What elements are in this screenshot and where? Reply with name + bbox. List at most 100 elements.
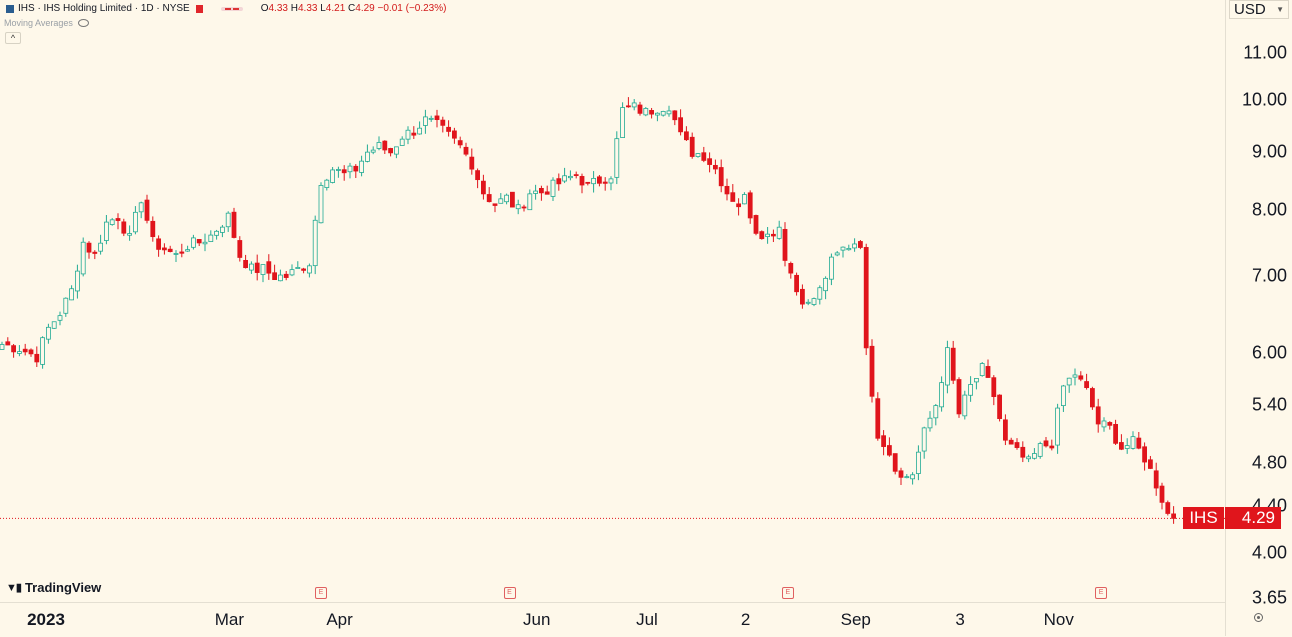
buy-sell-toggle[interactable] bbox=[220, 6, 243, 11]
candle-body bbox=[805, 301, 811, 304]
candle-body bbox=[1153, 470, 1159, 489]
price-axis[interactable]: 11.00 10.00 9.00 8.00 7.00 6.00 5.40 4.80 4.40 4.… bbox=[1225, 0, 1292, 636]
candle-body bbox=[1130, 436, 1136, 449]
collapse-legend-button[interactable]: ^ bbox=[5, 32, 21, 44]
candle-body bbox=[718, 167, 724, 187]
candle-body bbox=[243, 259, 249, 269]
candle-body bbox=[626, 105, 631, 108]
time-tick-label: 3 bbox=[955, 610, 965, 629]
candle-body bbox=[266, 261, 272, 274]
candle-body bbox=[492, 203, 498, 206]
change-value: −0.01 (−0.23%) bbox=[377, 3, 447, 14]
candle-body bbox=[1020, 446, 1026, 458]
time-axis[interactable]: 2023 Mar Apr Jun Jul 2 Sep 3 Nov bbox=[0, 602, 1225, 637]
candle-body bbox=[225, 212, 231, 228]
legend-title[interactable]: IHS · IHS Holding Limited · 1D · NYSE bbox=[18, 3, 190, 14]
earnings-icon[interactable]: E bbox=[315, 587, 327, 599]
candle-body bbox=[1124, 445, 1130, 449]
price-tick-label: 10.00 bbox=[1241, 89, 1287, 110]
price-tick-label: 5.40 bbox=[1251, 394, 1287, 415]
tradingview-logo[interactable]: ▼▮ TradingView bbox=[6, 580, 101, 595]
candle-body bbox=[898, 470, 904, 478]
candle-body bbox=[167, 248, 173, 252]
candle-body bbox=[156, 238, 162, 250]
low-value: 4.21 bbox=[325, 3, 346, 14]
candle-body bbox=[591, 177, 596, 185]
time-tick-label: Apr bbox=[326, 610, 353, 629]
candle-body bbox=[533, 190, 538, 194]
candle-body bbox=[63, 297, 69, 314]
candle-body bbox=[794, 274, 799, 293]
candle-body bbox=[1171, 513, 1176, 519]
candle-body bbox=[399, 138, 405, 146]
currency-selector[interactable]: USD ▼ bbox=[1229, 0, 1289, 19]
candle-body bbox=[1014, 442, 1020, 448]
candle-body bbox=[556, 178, 562, 185]
candle-body bbox=[388, 148, 394, 154]
indicator-row[interactable]: Moving Averages bbox=[4, 18, 89, 28]
flag-icon[interactable] bbox=[195, 4, 203, 13]
candle-body bbox=[655, 112, 660, 116]
candle-body bbox=[649, 110, 654, 115]
candle-body bbox=[196, 239, 202, 244]
candle-body bbox=[330, 169, 336, 183]
high-label: H bbox=[290, 3, 298, 14]
candle-body bbox=[260, 264, 266, 275]
candle-body bbox=[1113, 424, 1118, 444]
candle-body bbox=[997, 394, 1002, 419]
candle-body bbox=[1119, 442, 1124, 450]
candle-body bbox=[1142, 446, 1147, 463]
candle-body bbox=[776, 226, 782, 239]
moving-averages-label[interactable]: Moving Averages bbox=[4, 18, 73, 28]
candle-body bbox=[202, 241, 208, 245]
candle-body bbox=[608, 178, 614, 184]
candle-body bbox=[678, 117, 683, 133]
candle-body bbox=[707, 158, 712, 165]
candle-body bbox=[956, 379, 962, 415]
candle-body bbox=[823, 277, 828, 292]
chevron-down-icon: ▼ bbox=[1276, 5, 1284, 14]
time-tick-label: Mar bbox=[214, 610, 244, 629]
candle-body bbox=[446, 126, 452, 132]
candle-body bbox=[28, 349, 34, 355]
earnings-icon[interactable]: E bbox=[1095, 587, 1108, 599]
chart-area[interactable]: IHS · IHS Holding Limited · 1D · NYSE O 4… bbox=[0, 0, 1225, 602]
candlestick-chart[interactable] bbox=[0, 0, 1225, 602]
time-tick-label: Sep bbox=[840, 610, 871, 629]
candle-body bbox=[1072, 374, 1078, 378]
candle-body bbox=[463, 146, 469, 155]
price-tick-label: 3.65 bbox=[1251, 587, 1287, 608]
candle-body bbox=[979, 363, 985, 377]
open-label: O bbox=[260, 3, 269, 14]
candle-body bbox=[974, 378, 979, 383]
candle-body bbox=[614, 138, 620, 178]
earnings-icon[interactable]: E bbox=[781, 587, 794, 599]
candle-body bbox=[1084, 381, 1089, 389]
candle-body bbox=[1003, 419, 1008, 441]
candle-body bbox=[921, 427, 927, 452]
symbol-legend[interactable]: IHS · IHS Holding Limited · 1D · NYSE O 4… bbox=[6, 3, 446, 14]
candle-body bbox=[376, 142, 382, 149]
candle-body bbox=[881, 435, 886, 447]
candle-body bbox=[573, 174, 579, 177]
price-tick-label: 6.00 bbox=[1251, 342, 1287, 363]
candle-body bbox=[968, 384, 973, 396]
candle-body bbox=[289, 269, 295, 276]
candle-body bbox=[631, 102, 637, 108]
candle-body bbox=[800, 288, 805, 305]
candle-body bbox=[121, 221, 127, 234]
candle-body bbox=[509, 191, 515, 208]
candle-body bbox=[1148, 459, 1153, 469]
eye-icon[interactable] bbox=[77, 19, 89, 27]
close-label: C bbox=[348, 3, 356, 14]
candle-body bbox=[306, 265, 312, 274]
candle-body bbox=[34, 353, 40, 363]
candle-body bbox=[834, 252, 840, 256]
candle-body bbox=[887, 445, 892, 456]
chevron-up-icon: ^ bbox=[10, 33, 16, 43]
settings-icon[interactable] bbox=[1254, 613, 1263, 622]
candle-body bbox=[301, 268, 307, 271]
earnings-icon[interactable]: E bbox=[503, 587, 516, 599]
candle-body bbox=[451, 130, 457, 139]
price-tick-label: 11.00 bbox=[1243, 42, 1287, 63]
